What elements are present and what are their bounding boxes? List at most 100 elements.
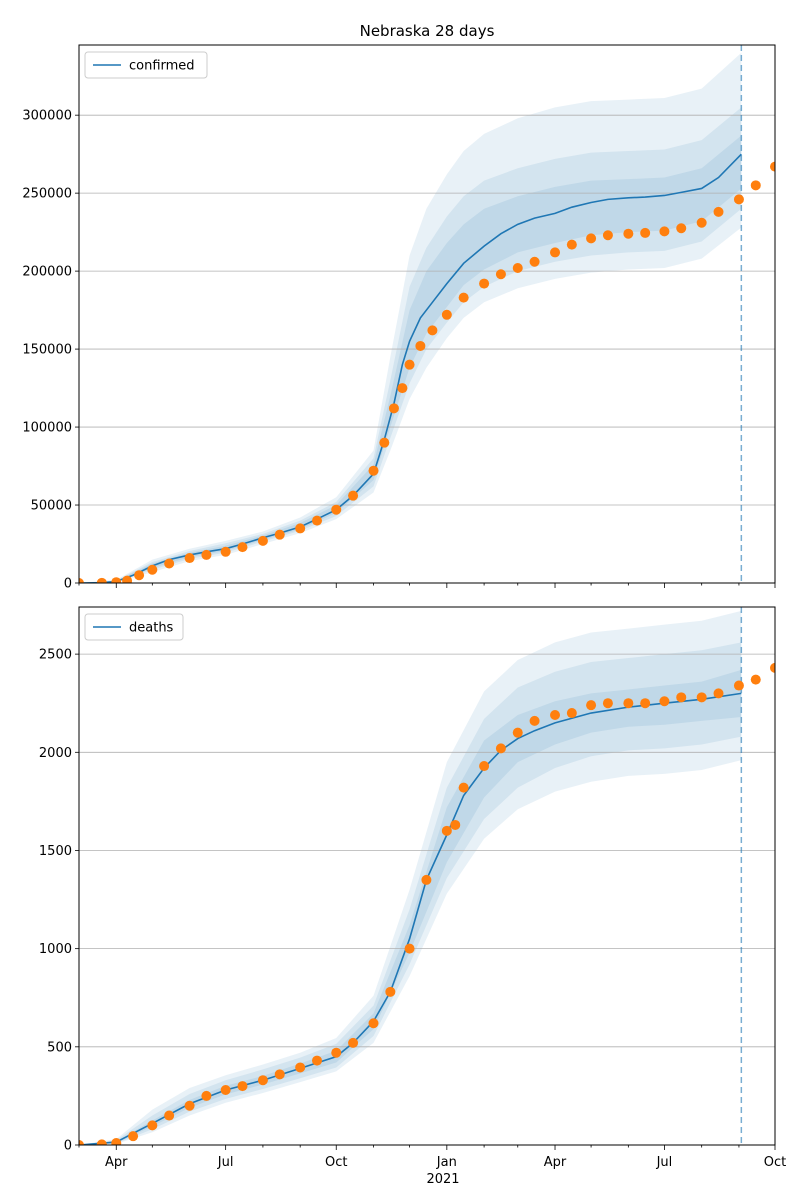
observed-point bbox=[770, 662, 775, 673]
y-tick-label: 50000 bbox=[31, 499, 72, 514]
observed-point bbox=[404, 943, 415, 954]
observed-point bbox=[96, 577, 107, 583]
y-tick-label: 150000 bbox=[22, 343, 72, 358]
observed-point bbox=[348, 1037, 359, 1048]
observed-point bbox=[659, 226, 670, 237]
observed-point bbox=[602, 230, 613, 241]
observed-point bbox=[566, 239, 577, 250]
observed-point bbox=[676, 692, 687, 703]
observed-point bbox=[201, 549, 212, 560]
observed-point bbox=[257, 1075, 268, 1086]
observed-point bbox=[220, 1085, 231, 1096]
observed-point bbox=[147, 564, 158, 575]
observed-point bbox=[623, 698, 634, 709]
y-tick-label: 300000 bbox=[22, 109, 72, 124]
observed-point bbox=[713, 206, 724, 217]
uncertainty-band bbox=[79, 669, 742, 1145]
observed-point bbox=[111, 1138, 122, 1145]
observed-point bbox=[586, 233, 597, 244]
observed-point bbox=[450, 819, 461, 830]
observed-point bbox=[368, 1018, 379, 1029]
observed-point bbox=[79, 578, 84, 583]
observed-point bbox=[750, 674, 761, 685]
uncertainty-band bbox=[79, 135, 742, 583]
plot-frame bbox=[78, 44, 776, 584]
observed-point bbox=[111, 577, 122, 583]
observed-point bbox=[586, 700, 597, 711]
observed-point bbox=[640, 227, 651, 238]
observed-point bbox=[388, 403, 399, 414]
observed-point bbox=[331, 504, 342, 515]
uncertainty-band bbox=[79, 642, 742, 1145]
series-line-confirmed bbox=[79, 153, 742, 583]
y-axis: 0 500 1000 1500 2000 2500 bbox=[39, 648, 79, 1154]
observed-point bbox=[479, 278, 490, 289]
observed-point bbox=[458, 782, 469, 793]
observed-point bbox=[184, 553, 195, 564]
observed-point bbox=[220, 546, 231, 557]
x-tick-label: Jul bbox=[217, 1155, 234, 1170]
y-tick-label: 100000 bbox=[22, 421, 72, 436]
y-tick-label: 1500 bbox=[39, 844, 72, 859]
observed-point bbox=[257, 535, 268, 546]
observed-point bbox=[331, 1047, 342, 1058]
observed-point bbox=[495, 743, 506, 754]
chart-title: Nebraska 28 days bbox=[360, 22, 495, 40]
observed-point bbox=[128, 1131, 139, 1142]
y-tick-label: 1000 bbox=[39, 942, 72, 957]
x-tick-label: Apr bbox=[544, 1155, 567, 1170]
x-axis: Apr Jul Oct Jan Apr Jul Oct bbox=[78, 1145, 786, 1170]
observed-point bbox=[368, 465, 379, 476]
legend-label: deaths bbox=[129, 621, 174, 636]
observed-point bbox=[512, 727, 523, 738]
observed-point bbox=[623, 228, 634, 239]
observed-point bbox=[602, 698, 613, 709]
observed-point bbox=[184, 1100, 195, 1111]
observed-point bbox=[441, 825, 452, 836]
observed-point bbox=[312, 1055, 323, 1066]
uncertainty-band bbox=[79, 610, 742, 1145]
observed-point bbox=[550, 247, 561, 258]
y-tick-label: 200000 bbox=[22, 265, 72, 280]
legend-label: confirmed bbox=[129, 59, 195, 74]
observed-point bbox=[676, 223, 687, 234]
observed-point bbox=[529, 256, 540, 267]
observed-point bbox=[164, 558, 175, 569]
x-axis bbox=[78, 583, 776, 588]
y-tick-label: 2000 bbox=[39, 746, 72, 761]
y-tick-label: 0 bbox=[64, 1139, 72, 1154]
y-tick-label: 500 bbox=[47, 1040, 72, 1055]
x-tick-label: Oct bbox=[325, 1155, 347, 1170]
y-axis: 0 50000 100000 150000 200000 250000 300000 bbox=[22, 109, 79, 592]
observed-point bbox=[134, 570, 145, 581]
legend-box bbox=[84, 613, 184, 641]
uncertainty-band bbox=[79, 107, 742, 583]
observed-point bbox=[237, 542, 248, 553]
observed-point bbox=[397, 383, 408, 394]
observed-point bbox=[566, 708, 577, 719]
deaths-panel: 0 500 1000 1500 2000 2500 Apr Jul Oct Jan Apr Jul O… bbox=[39, 606, 786, 1170]
observed-point bbox=[295, 523, 306, 534]
uncertainty-band bbox=[79, 52, 742, 583]
x-tick-label: Jan bbox=[436, 1155, 457, 1170]
observed-point bbox=[529, 715, 540, 726]
observed-point bbox=[385, 986, 396, 997]
plot-frame bbox=[78, 606, 776, 1146]
observed-point bbox=[458, 292, 469, 303]
observed-point bbox=[147, 1120, 158, 1131]
observed-point bbox=[696, 692, 707, 703]
observed-point bbox=[750, 180, 761, 191]
legend-box bbox=[84, 51, 208, 79]
observed-point bbox=[495, 269, 506, 280]
observed-point bbox=[550, 709, 561, 720]
observed-point bbox=[79, 1140, 84, 1145]
x-axis-label: 2021 bbox=[426, 1172, 459, 1187]
x-tick-label: Apr bbox=[105, 1155, 128, 1170]
observed-point bbox=[122, 575, 133, 583]
observed-point bbox=[404, 359, 415, 370]
y-tick-label: 0 bbox=[64, 577, 72, 592]
y-tick-label: 2500 bbox=[39, 648, 72, 663]
observed-point bbox=[640, 698, 651, 709]
observed-point bbox=[427, 325, 438, 336]
